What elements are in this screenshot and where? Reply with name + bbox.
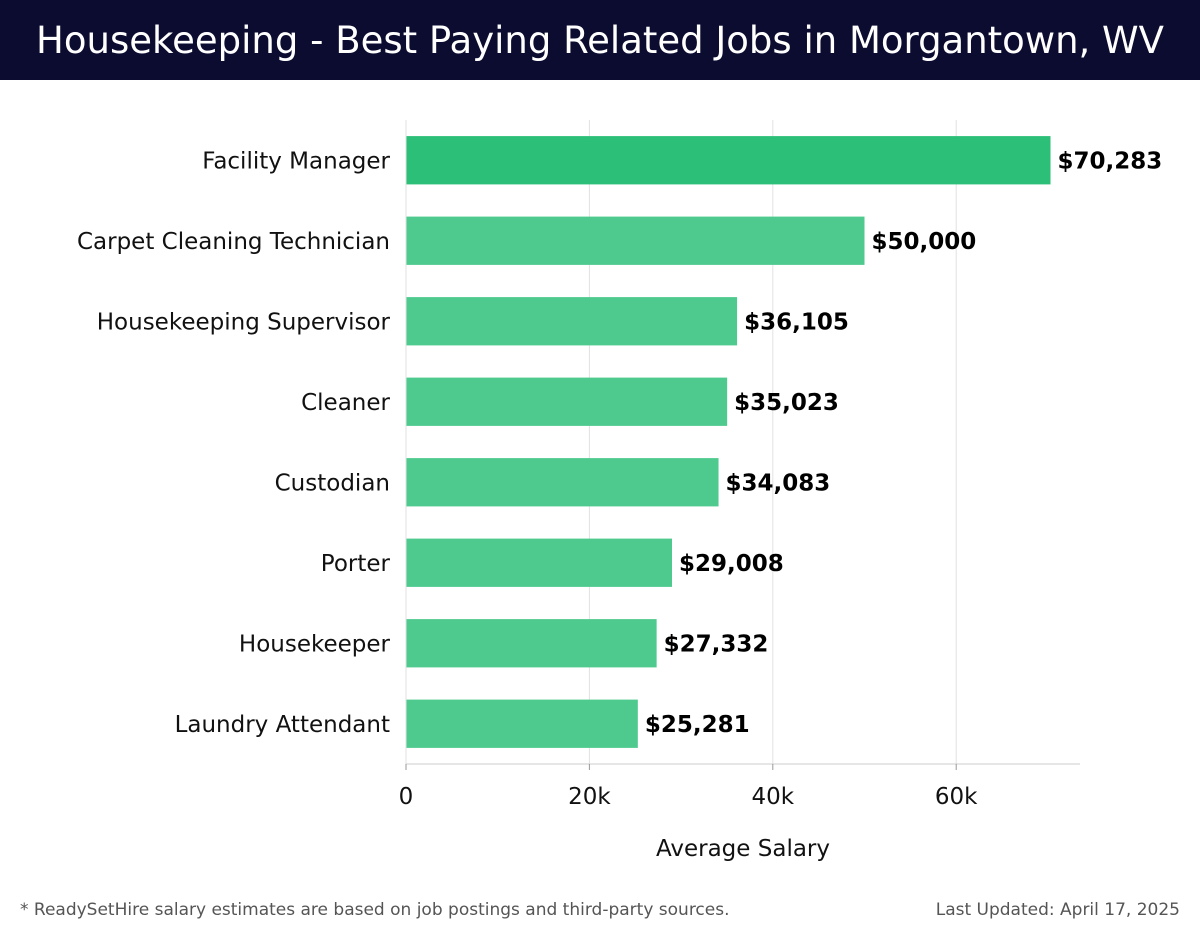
bar xyxy=(406,699,638,748)
x-tick-label: 40k xyxy=(752,784,795,810)
x-tick-label: 20k xyxy=(568,784,611,810)
value-label: $27,332 xyxy=(664,631,769,657)
category-label: Housekeeping Supervisor xyxy=(97,309,391,335)
bar xyxy=(406,297,738,346)
bar-chart: 0 20k 40k 60k Facility Manager $70,283 Carpet… xyxy=(77,120,1162,862)
value-label: $70,283 xyxy=(1057,148,1162,174)
x-axis-title: Average Salary xyxy=(656,836,830,862)
labels: Facility Manager $70,283 Carpet Cleaning T… xyxy=(77,148,1162,738)
category-label: Porter xyxy=(321,551,391,577)
chart-header: Housekeeping - Best Paying Related Jobs … xyxy=(0,0,1200,80)
x-axis: 0 20k 40k 60k xyxy=(399,120,1080,810)
category-label: Laundry Attendant xyxy=(175,712,390,738)
last-updated: Last Updated: April 17, 2025 xyxy=(935,900,1180,920)
x-tick-label: 60k xyxy=(935,784,978,810)
bar xyxy=(406,458,719,507)
bars xyxy=(406,136,1051,748)
category-label: Facility Manager xyxy=(202,148,390,174)
value-label: $25,281 xyxy=(645,712,750,738)
category-label: Housekeeper xyxy=(239,631,391,657)
footer-note: * ReadySetHire salary estimates are base… xyxy=(20,900,730,920)
bar xyxy=(406,619,657,668)
x-tick-label: 0 xyxy=(399,784,414,810)
value-label: $36,105 xyxy=(744,309,849,335)
value-label: $50,000 xyxy=(872,229,977,255)
bar xyxy=(406,136,1051,185)
value-label: $29,008 xyxy=(679,551,784,577)
category-label: Custodian xyxy=(275,470,390,496)
value-label: $35,023 xyxy=(734,390,839,416)
bar xyxy=(406,216,865,265)
value-label: $34,083 xyxy=(726,470,831,496)
chart-title: Housekeeping - Best Paying Related Jobs … xyxy=(36,18,1164,62)
bar xyxy=(406,538,673,587)
category-label: Carpet Cleaning Technician xyxy=(77,229,390,255)
category-label: Cleaner xyxy=(301,390,390,416)
bar xyxy=(406,377,728,426)
